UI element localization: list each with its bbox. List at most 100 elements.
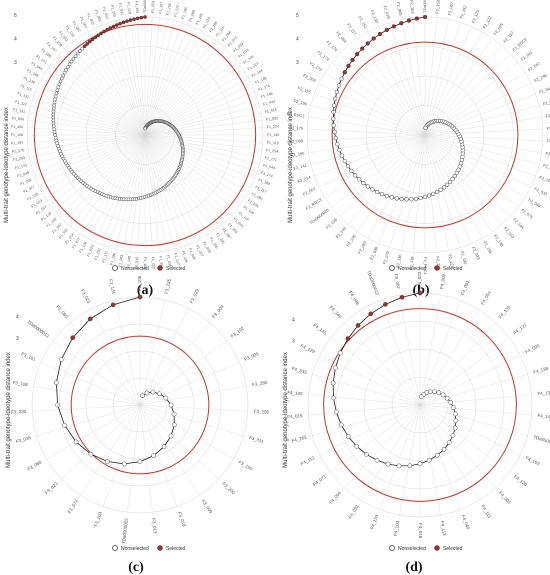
spoke-a bbox=[41, 134, 146, 193]
legend-marker-selected-b bbox=[434, 265, 440, 271]
spoke-b bbox=[378, 26, 426, 136]
spoke-label-a: F1_027 bbox=[195, 245, 204, 258]
spoke-label-a: F1_085 bbox=[40, 48, 52, 59]
spoke-label-b: F2_130 bbox=[370, 9, 380, 24]
spoke-label-d: F4_067 bbox=[393, 273, 401, 289]
spoke-a bbox=[30, 105, 146, 136]
nonselected-point-d bbox=[407, 463, 413, 469]
spoke-b bbox=[378, 134, 426, 244]
nonselected-point-d bbox=[436, 390, 442, 396]
selected-point-b bbox=[371, 36, 376, 41]
nonselected-point-d bbox=[354, 444, 360, 449]
nonselected-point-b bbox=[413, 196, 419, 201]
spoke-label-a: F1_224 bbox=[267, 125, 279, 130]
spoke-b bbox=[401, 19, 426, 136]
spoke-label-c: F3_200 bbox=[221, 481, 236, 495]
selected-point-c bbox=[137, 294, 143, 300]
spoke-label-b: F2_RDC2 bbox=[511, 36, 528, 52]
spoke-label-b: F2_046 bbox=[538, 85, 550, 95]
spoke-b bbox=[424, 93, 536, 136]
spoke-a bbox=[75, 39, 146, 136]
spoke-label-c: F3_009 bbox=[201, 499, 214, 515]
spoke-b bbox=[412, 17, 426, 136]
panel-label-b: (b) bbox=[412, 283, 429, 298]
spoke-label-a: F1_049 bbox=[17, 171, 30, 179]
spoke-label-b: F2_196 bbox=[482, 240, 493, 255]
nonselected-point-a bbox=[55, 88, 60, 93]
nonselected-point-b bbox=[331, 116, 336, 121]
nonselected-point-d bbox=[440, 392, 446, 398]
spoke-a bbox=[144, 134, 182, 248]
selected-point-a bbox=[108, 26, 113, 30]
spoke-a bbox=[144, 134, 153, 253]
selected-point-a bbox=[85, 42, 90, 46]
nonselected-point-b bbox=[423, 125, 428, 130]
spoke-label-a: F1_035 bbox=[247, 199, 259, 209]
spoke-label-d: F4_263 bbox=[291, 434, 308, 443]
spoke-label-b: F2_110 bbox=[545, 151, 550, 158]
radial-tick-a: 3 bbox=[14, 60, 17, 66]
spoke-label-a: F1_005 bbox=[188, 248, 196, 261]
spoke-b bbox=[424, 134, 526, 198]
spoke-c bbox=[139, 404, 219, 480]
spoke-label-a: F1_126 bbox=[11, 133, 23, 137]
radial-tick-b: 5 bbox=[296, 13, 299, 19]
nonselected-point-b bbox=[342, 158, 347, 164]
radial-tick-a: 5 bbox=[14, 13, 17, 19]
spoke-a bbox=[115, 20, 146, 136]
spoke-b bbox=[424, 134, 461, 248]
spoke-label-a: F1_126 bbox=[79, 241, 88, 254]
threshold-circle-b bbox=[331, 41, 519, 229]
spoke-a bbox=[144, 134, 196, 242]
nonselected-point-c bbox=[137, 459, 143, 465]
spoke-label-b: F2_089 bbox=[357, 240, 368, 255]
spoke-label-a: F1_002 bbox=[102, 7, 110, 20]
spoke-label-a: F1_160 bbox=[46, 217, 58, 228]
spoke-label-a: F1_106 bbox=[243, 205, 255, 215]
spoke-label-b: F2_183 bbox=[435, 256, 441, 271]
spoke-a bbox=[32, 98, 146, 136]
spoke-c bbox=[61, 404, 141, 480]
nonselected-point-a bbox=[59, 76, 64, 81]
spoke-a bbox=[87, 134, 146, 239]
spoke-a bbox=[35, 91, 146, 136]
spoke-label-b: F2_065 bbox=[396, 2, 404, 17]
spoke-label-d: F4_095 bbox=[524, 343, 540, 355]
spoke-label-d: F4_040 bbox=[461, 514, 471, 531]
spoke-a bbox=[101, 25, 146, 136]
spoke-label-c: F3_280 bbox=[252, 380, 268, 388]
spoke-label-a: F1_149 bbox=[126, 256, 131, 269]
spoke-b bbox=[424, 26, 472, 136]
spoke-a bbox=[94, 134, 146, 242]
spoke-label-c: F3_011 bbox=[249, 435, 265, 444]
radial-tick-d: 3 bbox=[292, 338, 295, 344]
spoke-label-b: F2_RDC3 bbox=[305, 197, 323, 211]
spoke-label-d: F4_054 bbox=[480, 290, 493, 306]
nonselected-point-d bbox=[444, 395, 450, 401]
spoke-label-b: F2_064 bbox=[545, 111, 550, 118]
selected-point-b bbox=[406, 18, 412, 23]
selected-point-b bbox=[422, 14, 428, 20]
nonselected-point-c bbox=[151, 453, 156, 458]
spoke-b bbox=[367, 31, 426, 136]
nonselected-point-a bbox=[67, 62, 72, 67]
selected-point-a bbox=[90, 37, 95, 42]
nonselected-point-b bbox=[409, 197, 414, 202]
spoke-c bbox=[139, 308, 189, 406]
nonselected-point-d bbox=[345, 434, 351, 439]
spoke-label-d: F4_113 bbox=[440, 520, 448, 536]
spoke-label-b: F2_163 bbox=[409, 0, 415, 15]
radial-tick-b: 3 bbox=[296, 60, 299, 66]
nonselected-point-a bbox=[80, 46, 85, 51]
spoke-label-a: F1_003 bbox=[118, 254, 124, 267]
spoke-b bbox=[424, 134, 438, 253]
nonselected-point-b bbox=[365, 184, 370, 189]
nonselected-point-d bbox=[419, 394, 424, 400]
spoke-label-b: F2_148 bbox=[493, 233, 505, 248]
spoke-b bbox=[318, 134, 426, 188]
spoke-b bbox=[424, 105, 540, 136]
nonselected-point-a bbox=[51, 118, 56, 123]
spoke-label-b: F2_173 bbox=[309, 61, 324, 73]
y-axis-label-c: Multi-trait genotype-ideotype distance i… bbox=[6, 352, 12, 468]
